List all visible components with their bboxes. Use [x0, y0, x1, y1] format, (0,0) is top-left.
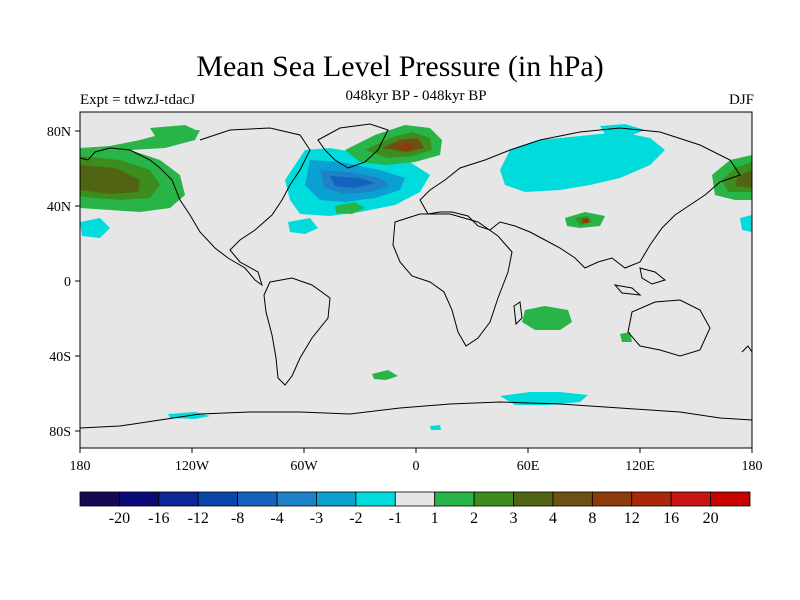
coastline-north-america: [79, 127, 311, 287]
colorbar-label: 3: [510, 510, 518, 527]
coastlines: [79, 123, 753, 429]
lat-label: 0: [64, 275, 71, 290]
anomaly-region: [735, 170, 752, 188]
anomaly-region: [740, 215, 752, 232]
colorbar-label: 12: [624, 510, 640, 527]
lon-label: 60W: [290, 459, 318, 474]
anomaly-region: [396, 143, 414, 151]
coastline-south-america: [263, 277, 331, 386]
lon-label: 180: [742, 459, 763, 474]
lat-label: 40N: [47, 200, 71, 215]
colorbar-label: -1: [389, 510, 402, 527]
colorbar-label: 16: [663, 510, 679, 527]
colorbar-swatch: [434, 491, 475, 507]
coastline-islands: [613, 284, 642, 296]
colorbar-swatch: [670, 491, 711, 507]
colorbar-swatch: [710, 491, 751, 507]
lat-ticks: [75, 130, 80, 432]
colorbar-swatch: [237, 491, 278, 507]
lon-label: 60E: [517, 459, 540, 474]
colorbar-label: -16: [148, 510, 169, 527]
colorbar-swatch: [591, 491, 633, 507]
season-label: DJF: [728, 92, 754, 108]
coastline-greenland: [317, 123, 389, 169]
colorbar-label: 2: [470, 510, 478, 527]
anomaly-region: [80, 218, 110, 238]
anomaly-region: [288, 218, 318, 234]
anomaly-regions: [80, 124, 752, 430]
lat-label: 80S: [49, 425, 71, 440]
colorbar-label: -12: [188, 510, 209, 527]
anomaly-region: [372, 370, 398, 380]
anomaly-region: [80, 165, 140, 194]
anomaly-region: [330, 176, 375, 188]
anomaly-region: [335, 202, 365, 214]
lon-label: 180: [70, 459, 91, 474]
lon-label: 120E: [625, 459, 655, 474]
colorbar-swatch: [119, 491, 160, 507]
anomaly-region: [500, 392, 588, 405]
colorbar-label: -3: [310, 510, 323, 527]
colorbar-swatch: [197, 491, 239, 507]
colorbar-label: -2: [349, 510, 362, 527]
coastline-australia: [627, 299, 711, 357]
lat-label: 80N: [47, 125, 71, 140]
lon-label: 0: [413, 459, 420, 474]
experiment-label: Expt = tdwzJ-tdacJ: [80, 92, 196, 108]
colorbar-swatch: [158, 491, 199, 507]
lon-ticks: [79, 448, 753, 453]
colorbar-label: -20: [109, 510, 130, 527]
coastline-africa: [392, 213, 513, 347]
colorbar-swatch: [355, 491, 396, 507]
coastline-madagascar: [513, 301, 523, 326]
colorbar-swatch: [513, 491, 554, 507]
lat-labels: 80N 40N 0 40S 80S: [47, 125, 71, 440]
anomaly-region: [582, 218, 589, 223]
anomaly-region: [620, 332, 632, 342]
lat-label: 40S: [49, 350, 71, 365]
anomaly-region: [522, 306, 572, 330]
anomaly-region: [500, 132, 665, 192]
colorbar-swatch: [394, 491, 436, 507]
chart-title: Mean Sea Level Pressure (in hPa): [196, 50, 604, 83]
colorbar-swatch: [276, 491, 317, 507]
colorbar-swatch: [79, 491, 120, 507]
coastline-antarctica: [79, 401, 753, 429]
colorbar-swatch: [316, 491, 357, 507]
colorbar-swatch: [552, 491, 593, 507]
colorbar-swatch: [473, 491, 514, 507]
colorbar-label: -8: [231, 510, 244, 527]
colorbar-label: 4: [549, 510, 557, 527]
colorbar-label: 20: [703, 510, 719, 527]
colorbar-label: -4: [270, 510, 283, 527]
lon-label: 120W: [175, 459, 210, 474]
colorbar-swatch: [631, 491, 672, 507]
coastline-islands: [639, 267, 667, 285]
colorbar-label: 8: [588, 510, 596, 527]
lon-labels: 180 120W 60W 0 60E 120E 180: [70, 459, 763, 474]
anomaly-region: [430, 425, 441, 430]
anomaly-region: [150, 125, 200, 138]
coastline-new-zealand: [741, 345, 753, 353]
subtitle-label: 048kyr BP - 048kyr BP: [345, 88, 487, 104]
anomaly-region: [600, 124, 645, 136]
colorbar-label: 1: [431, 510, 439, 527]
colorbar: -20 -16 -12 -8 -4 -3 -2 -1 1 2 3 4 8 12 16 20: [79, 491, 751, 527]
